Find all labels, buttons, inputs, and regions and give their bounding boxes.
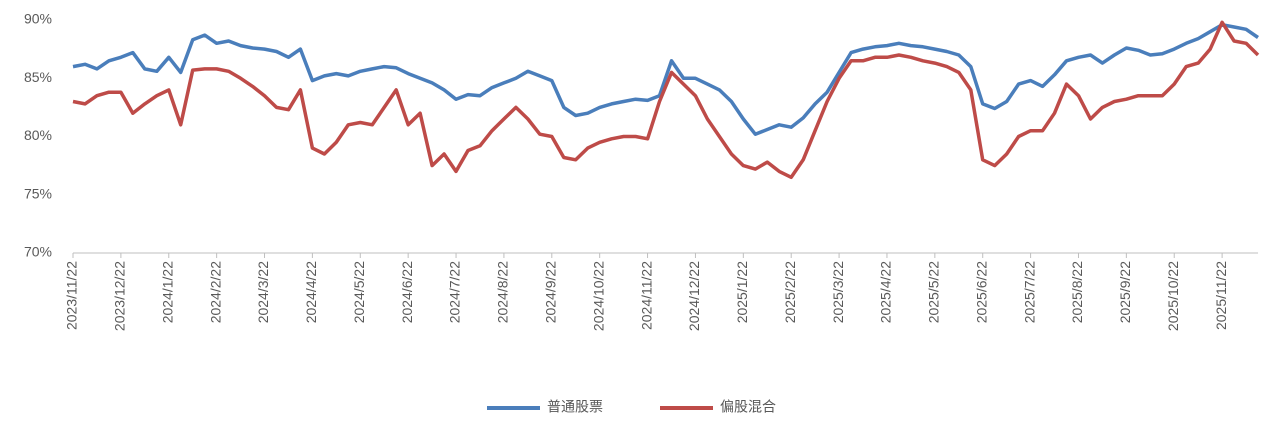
- x-tick-label: 2024/3/22: [255, 261, 271, 323]
- x-tick-label: 2025/10/22: [1165, 261, 1181, 331]
- x-tick-label: 2025/1/22: [734, 261, 750, 323]
- legend-label: 偏股混合: [720, 399, 776, 415]
- y-tick-label: 90%: [24, 11, 52, 27]
- series-line: [72, 20, 1260, 180]
- x-tick-label: 2024/9/22: [543, 261, 559, 323]
- x-tick-label: 2023/11/22: [64, 261, 80, 330]
- legend-label: 普通股票: [547, 399, 603, 415]
- x-tick-label: 2024/6/22: [399, 261, 415, 323]
- x-tick-label: 2025/2/22: [782, 261, 798, 323]
- x-tick-label: 2025/6/22: [973, 261, 989, 323]
- series-line: [72, 22, 1259, 136]
- y-tick-label: 70%: [24, 244, 52, 260]
- x-tick-label: 2025/5/22: [926, 261, 942, 323]
- x-tick-label: 2025/8/22: [1069, 261, 1085, 323]
- x-tick-label: 2024/8/22: [495, 261, 511, 323]
- x-tick-label: 2024/7/22: [447, 261, 463, 323]
- x-tick-label: 2025/9/22: [1117, 261, 1133, 323]
- x-tick-label: 2025/3/22: [830, 261, 846, 323]
- y-tick-label: 85%: [24, 69, 52, 85]
- x-tick-label: 2024/4/22: [303, 261, 319, 323]
- x-tick-label: 2024/5/22: [351, 261, 367, 323]
- x-tick-label: 2024/12/22: [686, 261, 702, 331]
- y-tick-label: 75%: [24, 185, 52, 201]
- x-tick-label: 2024/11/22: [638, 261, 654, 330]
- y-tick-label: 80%: [24, 127, 52, 143]
- x-tick-label: 2023/12/22: [112, 261, 128, 331]
- x-tick-label: 2024/1/22: [159, 261, 175, 323]
- x-tick-label: 2024/2/22: [207, 261, 223, 323]
- x-tick-label: 2025/11/22: [1213, 261, 1229, 330]
- x-tick-label: 2025/7/22: [1021, 261, 1037, 323]
- x-tick-label: 2025/4/22: [878, 261, 894, 323]
- x-tick-label: 2024/10/22: [590, 261, 606, 331]
